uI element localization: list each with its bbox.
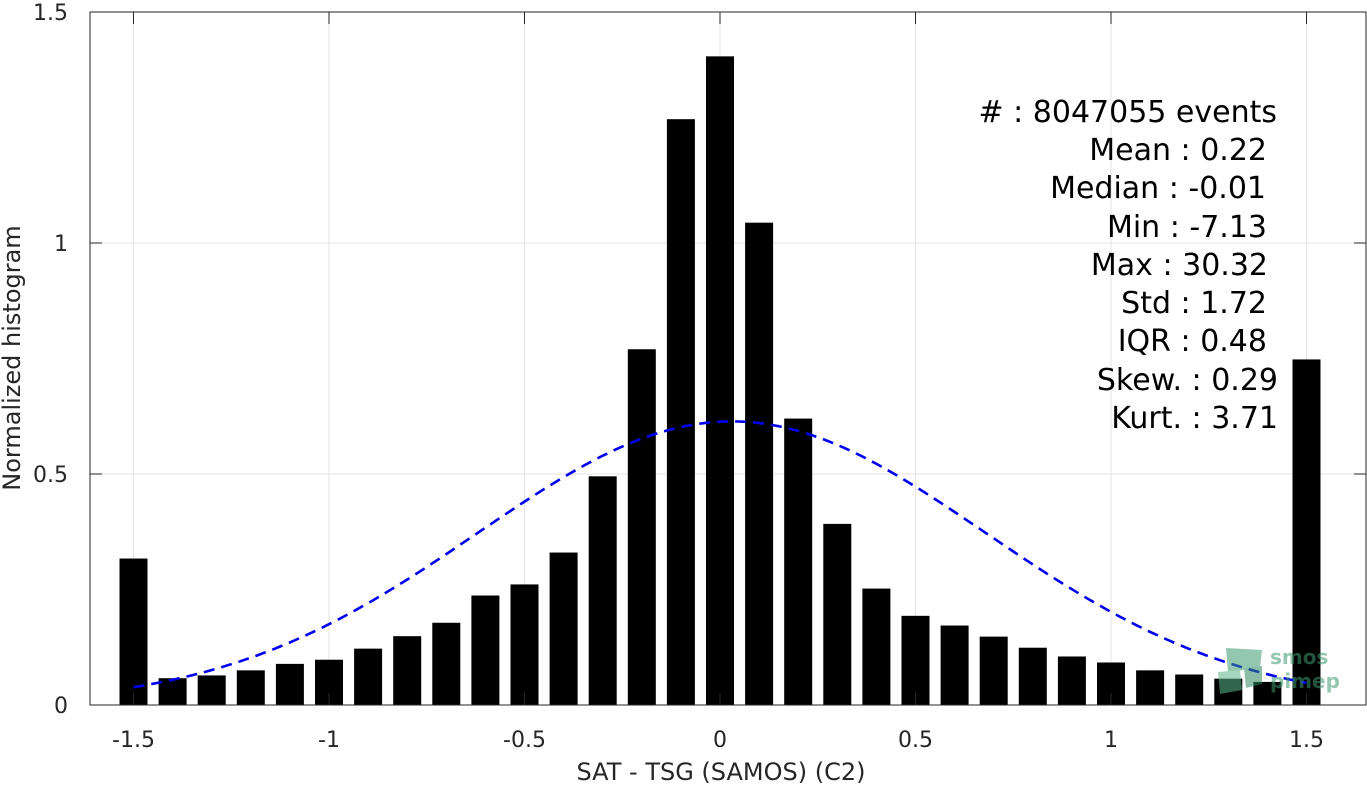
x-tick-label: -1 [318,728,340,753]
histogram-bar [432,622,461,705]
histogram-bar [862,588,891,705]
histogram-bar [588,476,617,705]
x-tick-label: -1.5 [112,728,155,753]
histogram-bar [706,56,734,706]
x-tick-label: 0.5 [898,728,933,753]
watermark-line-1: smos [1270,645,1328,669]
histogram-bar [1136,670,1165,705]
histogram-bar [1292,359,1321,705]
histogram-bar [236,670,265,705]
histogram-bar [901,615,930,705]
histogram-bar [275,663,304,705]
fit-curve [133,420,1307,689]
histogram-bar [510,584,539,705]
axis-ticks [90,11,1366,706]
x-tick-label: -0.5 [503,728,546,753]
histogram-bar [1175,674,1204,705]
histogram-bar [1057,656,1086,705]
stat-kurt: Kurt. : 3.71 [1111,401,1278,436]
y-axis-label: Normalized histogram [0,225,26,490]
histogram-bar [784,418,813,705]
histogram-bar [627,349,656,705]
stats-box: # : 8047055 events Mean : 0.22 Median : … [978,95,1278,436]
stat-min: Min : -7.13 [1107,210,1267,245]
stat-std: Std : 1.72 [1121,286,1267,321]
histogram-bar [119,558,148,705]
stat-iqr: IQR : 0.48 [1118,324,1267,359]
watermark-line-2: pimep [1270,669,1340,693]
stat-skew: Skew. : 0.29 [1097,363,1278,398]
pimep-logo-icon [1218,648,1262,694]
histogram-bars [119,56,1321,706]
x-tick-label: 1 [1104,728,1118,753]
stat-max: Max : 30.32 [1091,248,1268,283]
histogram-bar [393,636,422,705]
x-axis-label: SAT - TSG (SAMOS) (C2) [577,758,866,785]
stat-events: # : 8047055 events [978,95,1277,130]
x-tick-label: 0 [713,728,727,753]
histogram-bar [940,625,969,705]
y-tick-label: 0 [54,694,68,719]
histogram-bar [197,675,226,705]
histogram-bar [1253,681,1282,705]
histogram-bar [823,523,852,705]
y-tick-label: 0.5 [33,463,68,488]
histogram-bar [549,552,578,705]
y-tick-labels: 0 0.5 1 1.5 [33,1,68,719]
smos-pimep-watermark: smos pimep [1218,645,1340,694]
histogram-bar [979,636,1008,705]
stat-median: Median : -0.01 [1050,171,1266,206]
stat-mean: Mean : 0.22 [1089,133,1267,168]
histogram-bar [471,595,500,705]
histogram-bar [158,678,187,705]
x-tick-label: 1.5 [1289,728,1324,753]
histogram-bar [1018,647,1047,705]
histogram-bar [666,119,695,705]
y-tick-label: 1 [54,232,68,257]
x-tick-labels: -1.5 -1 -0.5 0 0.5 1 1.5 [112,728,1324,753]
y-tick-label: 1.5 [33,1,68,26]
histogram-bar [745,222,774,705]
plot-area-frame [89,11,1367,706]
histogram-bar [354,648,383,705]
